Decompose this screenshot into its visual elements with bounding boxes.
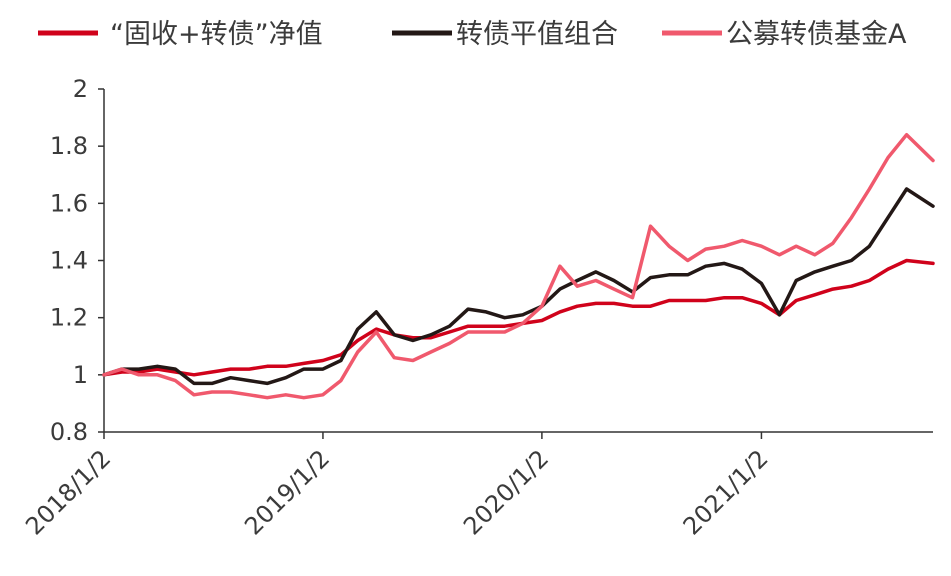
x-tick-label: 2020/1/2 — [458, 444, 554, 540]
series-line-0 — [102, 258, 935, 377]
y-tick-label: 2 — [73, 75, 88, 103]
axes: 0.8 1 1.2 1.4 1.6 1.8 2 2018/1/2 2019/1/2 2020/1/… — [20, 75, 933, 540]
legend: “固收+转债”净值 转债平值组合 公募转债基金A — [38, 19, 907, 50]
y-tick-label: 1 — [73, 361, 88, 389]
series-line-2 — [102, 132, 935, 400]
y-tick-label: 1.2 — [50, 304, 88, 332]
y-tick-label: 0.8 — [50, 418, 88, 446]
x-tick-label: 2021/1/2 — [678, 444, 774, 540]
y-tick-label: 1.8 — [50, 132, 88, 160]
series-layer — [102, 132, 935, 400]
legend-label-series-1: 转债平值组合 — [456, 19, 618, 50]
legend-label-series-2: 公募转债基金A — [726, 19, 907, 50]
legend-label-series-0: “固收+转债”净值 — [110, 19, 323, 50]
series-line-1 — [102, 187, 935, 386]
y-tick-label: 1.4 — [50, 247, 88, 275]
x-tick-label: 2019/1/2 — [239, 444, 335, 540]
x-tick-label: 2018/1/2 — [20, 444, 116, 540]
y-tick-label: 1.6 — [50, 189, 88, 217]
